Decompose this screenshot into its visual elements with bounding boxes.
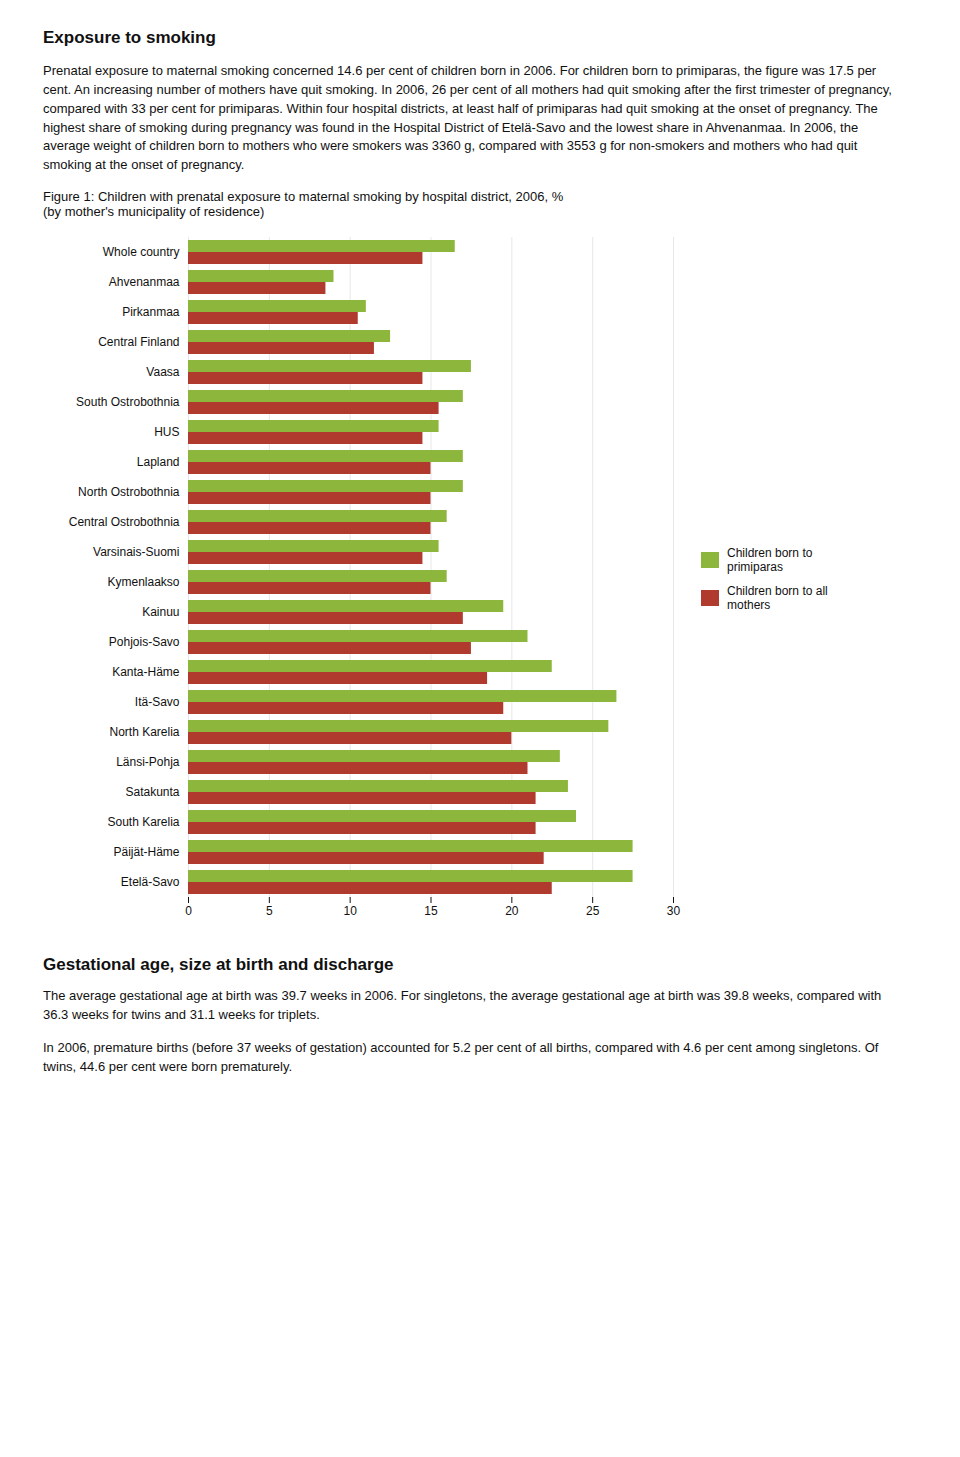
svg-text:Kanta-Häme: Kanta-Häme <box>112 665 180 679</box>
svg-text:Pirkanmaa: Pirkanmaa <box>122 305 180 319</box>
svg-text:25: 25 <box>586 904 600 918</box>
svg-text:Etelä-Savo: Etelä-Savo <box>121 875 180 889</box>
svg-text:South Ostrobothnia: South Ostrobothnia <box>76 395 180 409</box>
html-text:Figure 1: Children with prenat: Figure 1: Children with prenatal exposur… <box>43 189 564 220</box>
svg-text:North Ostrobothnia: North Ostrobothnia <box>78 485 180 499</box>
svg-text:Central Finland: Central Finland <box>98 335 179 349</box>
html-text:Children born to all mothers: Children born to all mothers <box>727 584 828 613</box>
svg-text:Lapland: Lapland <box>137 455 180 469</box>
svg-text:Satakunta: Satakunta <box>125 785 179 799</box>
html-text:Children born to primiparas: Children born to primiparas <box>727 546 813 575</box>
svg-text:Itä-Savo: Itä-Savo <box>135 695 180 709</box>
svg-text:HUS: HUS <box>154 425 179 439</box>
svg-text:Kainuu: Kainuu <box>142 605 179 619</box>
svg-text:30: 30 <box>667 904 681 918</box>
html-text:Gestational age, size at birth: Gestational age, size at birth and disch… <box>43 955 394 975</box>
svg-text:5: 5 <box>266 904 273 918</box>
svg-text:Central Ostrobothnia: Central Ostrobothnia <box>69 515 180 529</box>
html-text:The average gestational age at: The average gestational age at birth was… <box>43 988 882 1022</box>
svg-text:Ahvenanmaa: Ahvenanmaa <box>109 275 180 289</box>
svg-text:Kymenlaakso: Kymenlaakso <box>107 575 179 589</box>
svg-text:0: 0 <box>185 904 192 918</box>
html-text:In 2006, premature births (bef: In 2006, premature births (before 37 wee… <box>43 1039 879 1074</box>
svg-text:Länsi-Pohja: Länsi-Pohja <box>116 755 180 769</box>
svg-text:Päijät-Häme: Päijät-Häme <box>113 845 179 859</box>
svg-text:Varsinais-Suomi: Varsinais-Suomi <box>93 545 179 559</box>
svg-text:Vaasa: Vaasa <box>146 365 179 379</box>
svg-text:Whole country: Whole country <box>103 245 180 259</box>
html-text:Prenatal exposure to maternal: Prenatal exposure to maternal smoking co… <box>43 63 892 173</box>
svg-text:20: 20 <box>505 904 519 918</box>
html-text:Exposure to smoking: Exposure to smoking <box>43 28 216 47</box>
svg-text:10: 10 <box>343 904 357 918</box>
svg-text:South Karelia: South Karelia <box>107 815 179 829</box>
svg-text:15: 15 <box>424 904 438 918</box>
svg-text:North Karelia: North Karelia <box>109 725 179 739</box>
svg-text:Pohjois-Savo: Pohjois-Savo <box>109 635 180 649</box>
